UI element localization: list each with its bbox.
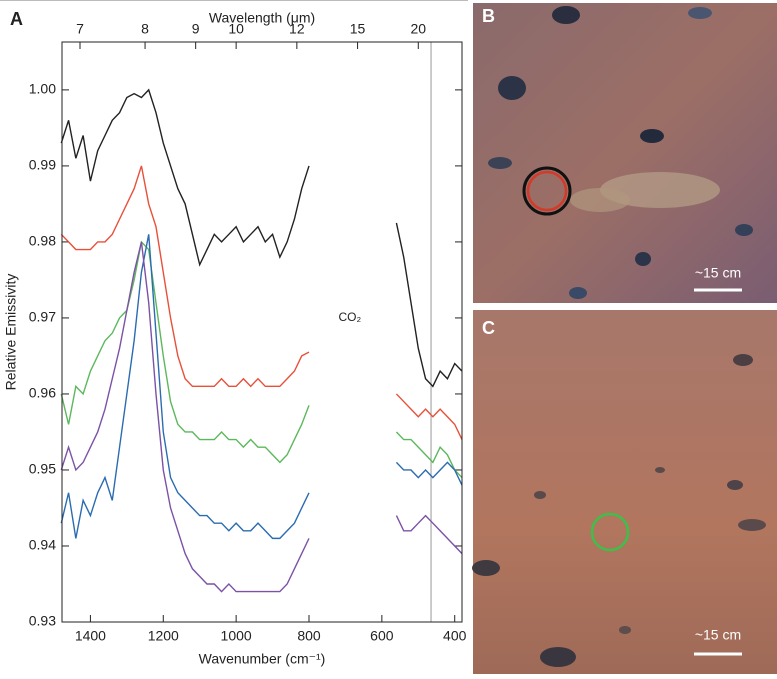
series-line	[60, 234, 463, 540]
x2-tick-label: 9	[192, 21, 200, 37]
panel-label: C	[482, 318, 495, 338]
scale-label: ~15 cm	[695, 627, 741, 643]
series-line	[60, 88, 463, 388]
x2-tick-label: 10	[228, 21, 244, 37]
y-tick-label: 0.95	[29, 461, 56, 477]
plot-frame	[61, 41, 463, 623]
x2-tick-label: 12	[289, 21, 305, 37]
y-tick-label: 0.96	[29, 385, 56, 401]
x-tick-label: 1200	[148, 628, 179, 644]
y-tick-label: 0.94	[29, 537, 56, 553]
x-tick-label: 1000	[221, 628, 252, 644]
x2-tick-label: 20	[410, 21, 426, 37]
series-line	[60, 240, 463, 479]
y-tick-label: 0.98	[29, 233, 56, 249]
series-line	[60, 241, 463, 593]
x-tick-label: 400	[443, 628, 467, 644]
panel-label: A	[10, 9, 23, 29]
x2-axis-title: Wavelength (μm)	[209, 10, 315, 26]
x-tick-label: 800	[297, 628, 321, 644]
y-tick-label: 1.00	[29, 81, 56, 97]
panel-label: B	[482, 6, 495, 26]
photo-c	[472, 310, 777, 674]
x-tick-label: 600	[370, 628, 394, 644]
x-axis-title: Wavenumber (cm⁻¹)	[199, 651, 326, 667]
x2-tick-label: 7	[76, 21, 84, 37]
y-tick-label: 0.99	[29, 157, 56, 173]
y-tick-label: 0.97	[29, 309, 56, 325]
x-tick-label: 1400	[75, 628, 106, 644]
series-line	[60, 165, 463, 440]
x2-tick-label: 15	[350, 21, 366, 37]
plot: 0.93 0.94 0.95 0.96 0.97 0.98 0.99 1.00 1400 1200…	[29, 21, 467, 644]
x2-tick-label: 8	[141, 21, 149, 37]
scale-label: ~15 cm	[695, 265, 741, 281]
y-tick-label: 0.93	[29, 613, 56, 629]
y-axis-title: Relative Emissivity	[3, 274, 19, 391]
annotation: CO₂	[338, 310, 361, 324]
photo-b	[473, 3, 777, 303]
